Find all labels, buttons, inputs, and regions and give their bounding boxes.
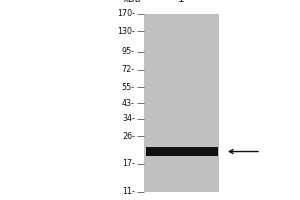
Bar: [146, 147, 218, 156]
Text: 1: 1: [178, 0, 185, 4]
Text: kDa: kDa: [123, 0, 141, 4]
Text: 170-: 170-: [117, 9, 135, 19]
Text: 11-: 11-: [122, 188, 135, 196]
Text: 26-: 26-: [122, 132, 135, 141]
Text: 55-: 55-: [122, 83, 135, 92]
Text: 43-: 43-: [122, 99, 135, 108]
Text: 34-: 34-: [122, 114, 135, 123]
Bar: [144, 14, 219, 192]
Text: 95-: 95-: [122, 47, 135, 56]
Text: 17-: 17-: [122, 159, 135, 168]
Text: 72-: 72-: [122, 65, 135, 74]
Text: 130-: 130-: [117, 27, 135, 36]
